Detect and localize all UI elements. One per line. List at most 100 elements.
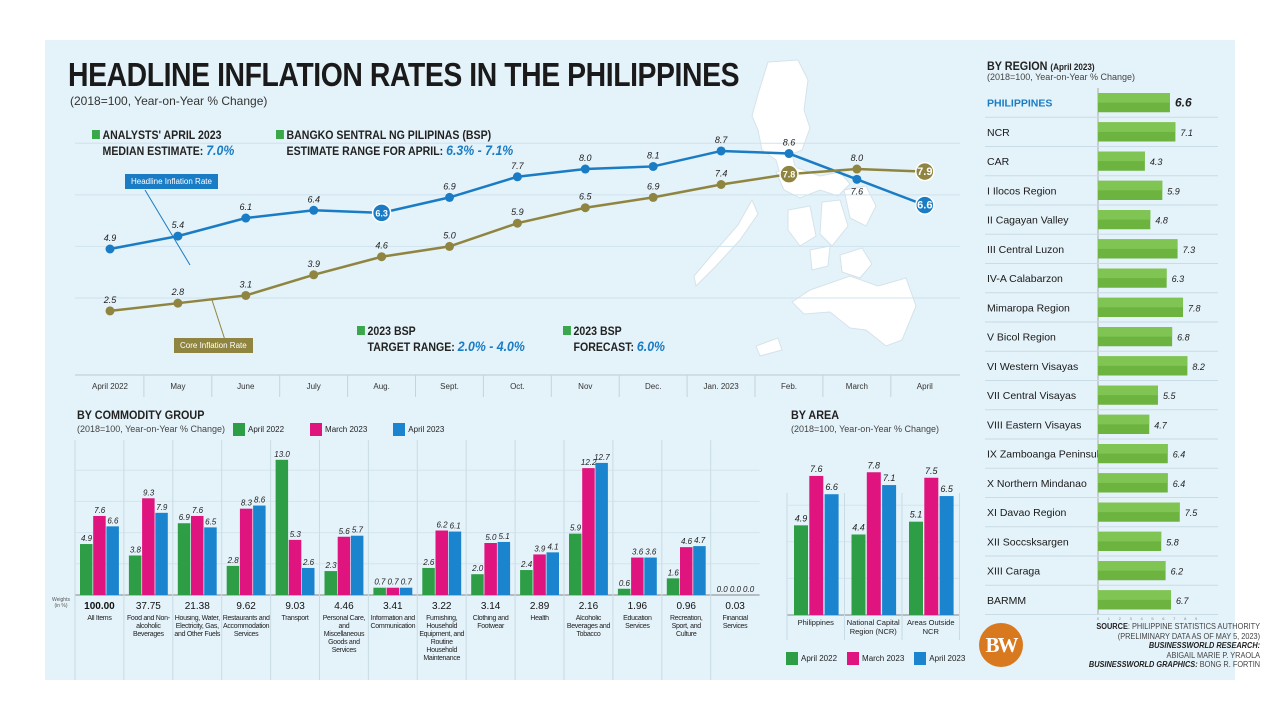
bar-march-2023 bbox=[386, 587, 400, 595]
source-credits: SOURCE: PHILIPPINE STATISTICS AUTHORITY … bbox=[1089, 622, 1260, 670]
data-label: 0.0 bbox=[730, 585, 742, 594]
green-square-icon bbox=[357, 326, 365, 335]
bar-april-2023 bbox=[644, 557, 657, 595]
data-label: 6.9 bbox=[443, 181, 456, 191]
region-label: III Central Luzon bbox=[987, 244, 1064, 256]
category-label: Education Services bbox=[623, 615, 652, 630]
x-tick-label: Dec. bbox=[645, 382, 661, 391]
headline-point bbox=[580, 164, 590, 174]
region-bar-highlight bbox=[1098, 444, 1168, 454]
data-label: 5.8 bbox=[1166, 537, 1179, 547]
bar-april-2022 bbox=[569, 533, 582, 595]
data-label: 5.9 bbox=[511, 207, 524, 217]
x-tick-label: Aug. bbox=[373, 382, 389, 391]
note-value: 6.0% bbox=[636, 338, 666, 354]
core-series-label: Core Inflation Rate bbox=[174, 338, 253, 353]
headline-point bbox=[371, 203, 392, 223]
bar-march-2023 bbox=[142, 498, 155, 595]
bar-april-2023 bbox=[253, 505, 266, 595]
source-text2: (PRELIMINARY DATA AS OF MAY 5, 2023) bbox=[1117, 631, 1260, 641]
weight-value: 21.38 bbox=[185, 601, 210, 612]
region-bar-highlight bbox=[1098, 473, 1168, 483]
bar-march-2023 bbox=[924, 477, 939, 615]
bar-march-2023 bbox=[680, 547, 693, 595]
region-chart: PHILIPPINES 6.6 NCR 7.1 CAR 4.3 I Ilocos Regio… bbox=[985, 88, 1218, 621]
data-label: 8.6 bbox=[254, 496, 266, 505]
data-label: 7.5 bbox=[925, 466, 939, 476]
x-tick-label: April 2022 bbox=[92, 382, 129, 391]
bar-march-2023 bbox=[809, 475, 824, 615]
graphics-name: BONG R. FORTIN bbox=[1197, 660, 1260, 669]
data-label: 2.5 bbox=[103, 295, 118, 305]
legend-april-2022: April 2022 bbox=[233, 423, 284, 436]
bar-april-2022 bbox=[520, 570, 533, 595]
region-bar-highlight bbox=[1098, 561, 1166, 571]
bar-march-2023 bbox=[866, 472, 881, 615]
region-label: PHILIPPINES bbox=[987, 98, 1052, 110]
x-tick-label: Nov bbox=[578, 382, 592, 391]
data-label: 7.8 bbox=[1188, 303, 1201, 313]
region-title: BY REGION (April 2023) bbox=[987, 59, 1095, 73]
bar-april-2022 bbox=[128, 555, 142, 595]
data-label: 6.8 bbox=[1177, 333, 1190, 343]
x-tick-label: April bbox=[917, 382, 933, 391]
x-tick-label: 0 bbox=[1097, 616, 1100, 621]
core-point bbox=[241, 290, 251, 300]
core-point bbox=[377, 252, 387, 262]
data-label: 4.6 bbox=[681, 537, 693, 546]
bar-april-2023 bbox=[302, 567, 315, 595]
region-label: V Bicol Region bbox=[987, 332, 1056, 344]
headline-point bbox=[915, 195, 935, 215]
data-label: 0.7 bbox=[388, 578, 400, 587]
data-label: 7.1 bbox=[1180, 128, 1193, 138]
category-label: National Capital Region (NCR) bbox=[847, 618, 900, 636]
data-label: 3.9 bbox=[534, 544, 546, 553]
legend-march-2023: March 2023 bbox=[847, 652, 904, 665]
data-label: 6.4 bbox=[1173, 450, 1186, 460]
data-label: 8.7 bbox=[715, 135, 729, 145]
x-tick-label: Sept. bbox=[440, 382, 459, 391]
region-title-suffix: (April 2023) bbox=[1050, 62, 1095, 72]
note-line: BANGKO SENTRAL NG PILIPINAS (BSP) bbox=[286, 128, 492, 142]
note-line: 2023 BSP bbox=[573, 324, 622, 338]
region-bar-highlight bbox=[1098, 327, 1173, 337]
data-label: 6.6 bbox=[917, 200, 932, 212]
region-label: BARMM bbox=[987, 595, 1026, 607]
region-bar-highlight bbox=[1098, 297, 1184, 308]
region-label: IV-A Calabarzon bbox=[987, 273, 1063, 285]
legend-march-2023: March 2023 bbox=[310, 423, 367, 436]
bar-april-2022 bbox=[373, 587, 386, 595]
bsp-target-note: 2023 BSP TARGET RANGE: 2.0% - 4.0% bbox=[357, 324, 525, 355]
category-label: Health bbox=[530, 615, 549, 622]
area-title: BY AREA bbox=[791, 408, 840, 422]
data-label: 5.0 bbox=[443, 230, 456, 240]
bar-march-2023 bbox=[533, 554, 546, 595]
bar-april-2023 bbox=[824, 494, 839, 615]
category-label: Personal Care, and Miscellaneous Goods a… bbox=[323, 615, 366, 654]
data-label: 2.6 bbox=[302, 558, 315, 567]
data-label: 6.2 bbox=[436, 521, 448, 530]
region-label: Mimaropa Region bbox=[987, 302, 1070, 314]
commodity-subtitle: (2018=100, Year-on-Year % Change) bbox=[77, 424, 226, 434]
legend-april-2023: April 2023 bbox=[393, 423, 444, 436]
commodity-legend: April 2022 March 2023 April 2023 bbox=[233, 423, 444, 436]
region-bar-highlight bbox=[1098, 180, 1163, 191]
core-point bbox=[105, 306, 115, 316]
data-label: 8.2 bbox=[1192, 362, 1205, 372]
core-point bbox=[779, 164, 799, 184]
note-line: MEDIAN ESTIMATE: bbox=[102, 144, 207, 158]
data-label: 12.2 bbox=[581, 458, 597, 467]
data-label: 4.6 bbox=[375, 241, 388, 251]
page-subtitle: (2018=100, Year-on-Year % Change) bbox=[70, 94, 268, 108]
data-label: 7.6 bbox=[192, 506, 204, 515]
data-label: 6.1 bbox=[450, 522, 461, 531]
region-label: CAR bbox=[987, 156, 1010, 168]
commodity-title: BY COMMODITY GROUP bbox=[77, 408, 205, 422]
data-label: 4.9 bbox=[81, 534, 93, 543]
data-label: 2.3 bbox=[324, 561, 337, 570]
weight-value: 3.14 bbox=[481, 601, 501, 612]
data-label: 6.5 bbox=[579, 192, 593, 202]
legend-label: April 2022 bbox=[248, 425, 285, 434]
region-label: X Northern Mindanao bbox=[987, 478, 1087, 490]
headline-point bbox=[852, 174, 862, 184]
